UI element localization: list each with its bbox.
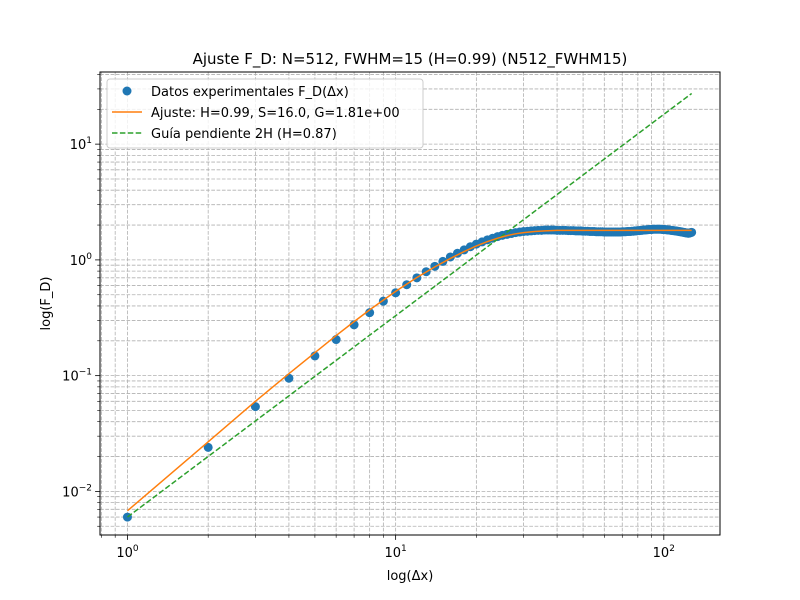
data-point <box>687 227 697 237</box>
series-ajuste-line <box>126 229 692 512</box>
legend: Datos experimentales F_D(Δx) Ajuste: H=0… <box>106 78 424 149</box>
plot-frame <box>99 71 721 536</box>
series-layer <box>122 92 697 522</box>
grid-layer <box>100 72 720 535</box>
series-guia-line <box>126 92 693 518</box>
data-point <box>365 308 375 318</box>
legend-label-guia: Guía pendiente 2H (H=0.87) <box>151 127 337 142</box>
legend-label-datos: Datos experimentales F_D(Δx) <box>151 85 349 100</box>
legend-box <box>106 78 424 149</box>
chart-title: Ajuste F_D: N=512, FWHM=15 (H=0.99) (N51… <box>193 50 628 69</box>
x-axis-label: log(Δx) <box>387 569 434 584</box>
legend-label-ajuste: Ajuste: H=0.99, S=16.0, G=1.81e+00 <box>151 106 400 121</box>
data-point <box>203 442 213 452</box>
y-axis-label: log(F_D) <box>39 277 54 331</box>
legend-marker-datos <box>122 86 132 96</box>
data-point <box>284 373 294 383</box>
data-point <box>250 402 260 412</box>
